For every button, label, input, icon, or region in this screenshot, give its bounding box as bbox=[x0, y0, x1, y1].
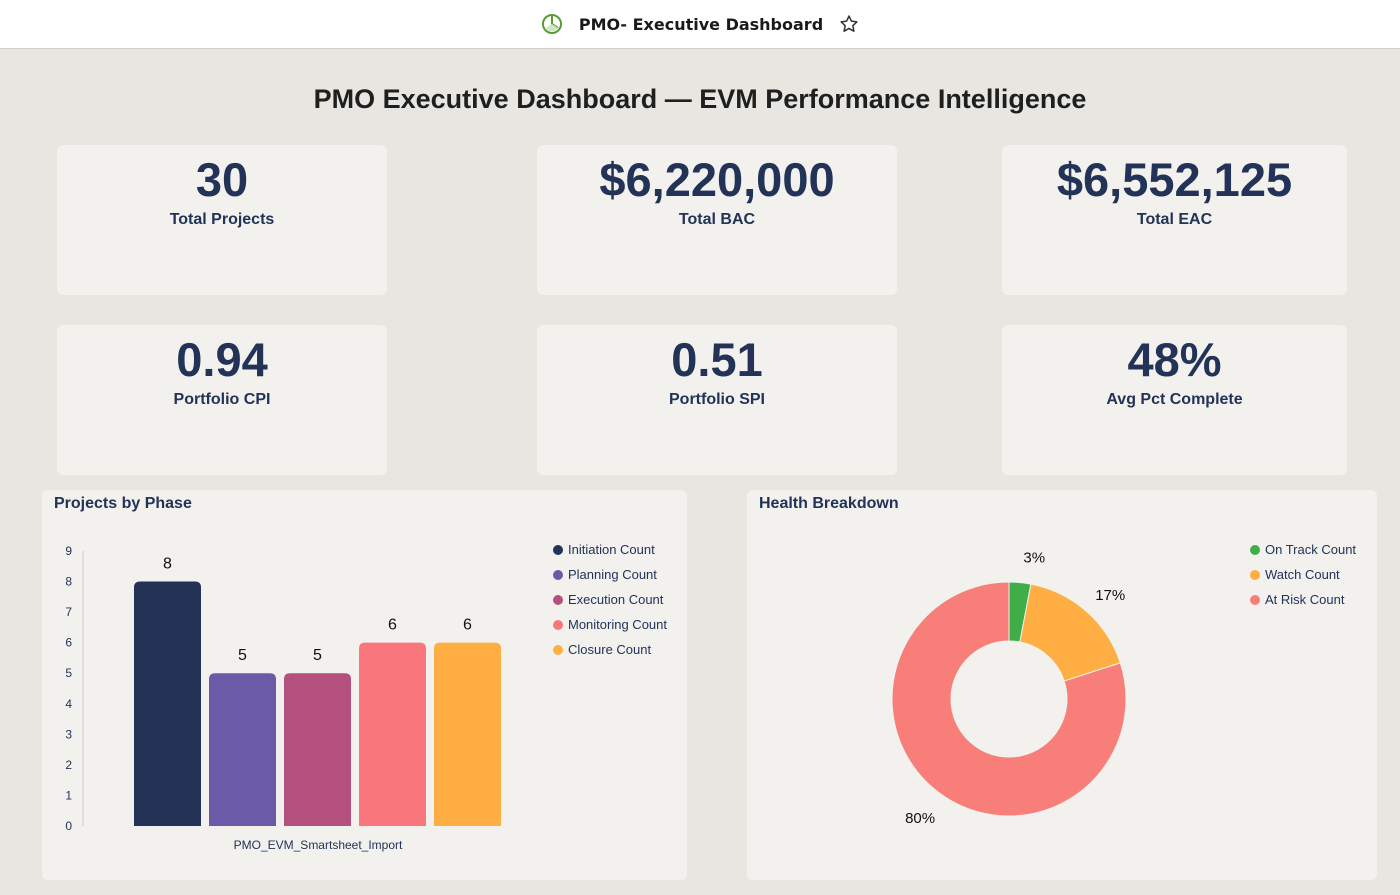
kpi-value: $6,220,000 bbox=[599, 153, 835, 206]
top-bar: PMO- Executive Dashboard bbox=[0, 0, 1400, 49]
bar-legend: Initiation Count Planning Count Execution … bbox=[553, 537, 667, 662]
legend-item[interactable]: Planning Count bbox=[553, 562, 667, 587]
donut-chart: 3% 17% 80% bbox=[891, 550, 1127, 827]
y-tick-label: 6 bbox=[65, 636, 72, 650]
kpi-total-bac: $6,220,000 Total BAC bbox=[537, 145, 897, 295]
kpi-value: 0.51 bbox=[671, 333, 763, 386]
legend-swatch bbox=[1250, 594, 1260, 605]
bar-value-label: 8 bbox=[163, 556, 172, 573]
legend-swatch bbox=[553, 594, 563, 605]
legend-label: Watch Count bbox=[1265, 567, 1340, 582]
legend-item[interactable]: At Risk Count bbox=[1250, 587, 1356, 612]
health-breakdown-panel: Health Breakdown 3% 17% 80% On Track Count… bbox=[747, 490, 1377, 880]
bar[interactable] bbox=[359, 642, 426, 826]
legend-item[interactable]: Execution Count bbox=[553, 587, 667, 612]
y-tick-label: 5 bbox=[65, 666, 72, 680]
legend-label: Execution Count bbox=[568, 592, 664, 607]
page-title: PMO Executive Dashboard — EVM Performanc… bbox=[313, 84, 1087, 114]
legend-swatch bbox=[1250, 569, 1260, 580]
dashboard-title: PMO- Executive Dashboard bbox=[578, 14, 824, 34]
legend-swatch bbox=[1250, 544, 1260, 555]
chart-title: Projects by Phase bbox=[54, 495, 192, 512]
legend-swatch bbox=[553, 544, 563, 555]
kpi-label: Portfolio SPI bbox=[669, 391, 765, 408]
kpi-value: 48% bbox=[1127, 333, 1222, 386]
legend-label: At Risk Count bbox=[1265, 592, 1345, 607]
y-tick-label: 2 bbox=[65, 758, 72, 772]
bar[interactable] bbox=[284, 673, 351, 826]
pie-legend: On Track Count Watch Count At Risk Count bbox=[1250, 537, 1356, 612]
x-category-label: PMO_EVM_Smartsheet_Import bbox=[234, 838, 403, 852]
y-tick-label: 8 bbox=[65, 575, 72, 589]
slice-label: 3% bbox=[1023, 550, 1045, 567]
legend-swatch bbox=[553, 644, 563, 655]
legend-label: On Track Count bbox=[1265, 542, 1357, 557]
kpi-avg-pct-complete: 48% Avg Pct Complete bbox=[1002, 325, 1347, 475]
bar-value-label: 5 bbox=[313, 647, 322, 664]
kpi-total-eac: $6,552,125 Total EAC bbox=[1002, 145, 1347, 295]
pie-chart-icon bbox=[541, 14, 562, 34]
bar-value-label: 6 bbox=[463, 617, 472, 634]
y-tick-label: 7 bbox=[65, 605, 72, 619]
legend-label: Monitoring Count bbox=[568, 617, 667, 632]
kpi-portfolio-cpi: 0.94 Portfolio CPI bbox=[57, 325, 387, 475]
kpi-label: Total EAC bbox=[1136, 211, 1213, 228]
kpi-total-projects: 30 Total Projects bbox=[57, 145, 387, 295]
kpi-value: 0.94 bbox=[176, 333, 268, 386]
kpi-label: Portfolio CPI bbox=[173, 391, 271, 408]
kpi-value: $6,552,125 bbox=[1056, 153, 1293, 206]
legend-item[interactable]: Closure Count bbox=[553, 637, 667, 662]
bar-value-label: 5 bbox=[238, 647, 247, 664]
legend-swatch bbox=[553, 569, 563, 580]
legend-item[interactable]: Initiation Count bbox=[553, 537, 667, 562]
y-tick-label: 0 bbox=[65, 819, 72, 833]
legend-item[interactable]: Watch Count bbox=[1250, 562, 1356, 587]
projects-by-phase-panel: Projects by Phase 0 1 2 3 4 5 6 7 8 9 8 5 5 6 6 PMO_EVM… bbox=[42, 490, 687, 880]
legend-label: Planning Count bbox=[568, 567, 657, 582]
chart-title: Health Breakdown bbox=[759, 495, 899, 512]
legend-label: Closure Count bbox=[568, 642, 652, 657]
legend-swatch bbox=[553, 619, 563, 630]
kpi-label: Total BAC bbox=[678, 211, 756, 228]
kpi-portfolio-spi: 0.51 Portfolio SPI bbox=[537, 325, 897, 475]
bar[interactable] bbox=[434, 642, 501, 826]
legend-item[interactable]: Monitoring Count bbox=[553, 612, 667, 637]
kpi-label: Avg Pct Complete bbox=[1106, 391, 1243, 408]
kpi-label: Total Projects bbox=[169, 211, 275, 228]
y-tick-label: 3 bbox=[65, 727, 72, 741]
legend-item[interactable]: On Track Count bbox=[1250, 537, 1356, 562]
slice-label: 17% bbox=[1095, 587, 1125, 604]
bar[interactable] bbox=[209, 673, 276, 826]
star-icon[interactable] bbox=[839, 14, 859, 34]
slice-label: 80% bbox=[905, 810, 935, 827]
y-tick-label: 9 bbox=[65, 544, 72, 558]
bar[interactable] bbox=[134, 581, 201, 826]
kpi-value: 30 bbox=[195, 153, 249, 206]
y-tick-label: 4 bbox=[65, 697, 72, 711]
legend-label: Initiation Count bbox=[568, 542, 655, 557]
bar-value-label: 6 bbox=[388, 617, 397, 634]
y-tick-label: 1 bbox=[65, 788, 72, 802]
bar-chart: 0 1 2 3 4 5 6 7 8 9 8 5 5 6 6 PMO_EVM_Smartsheet_Import bbox=[65, 544, 501, 852]
donut-slice[interactable] bbox=[891, 581, 1127, 817]
